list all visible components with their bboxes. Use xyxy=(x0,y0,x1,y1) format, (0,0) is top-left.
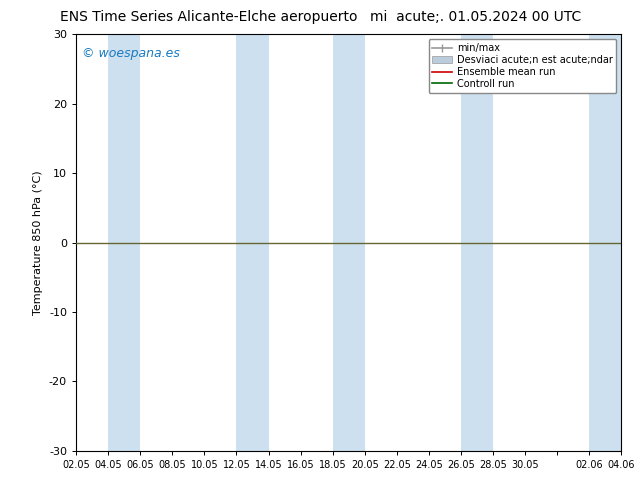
Bar xyxy=(236,34,269,451)
Bar xyxy=(333,34,365,451)
Legend: min/max, Desviaci acute;n est acute;ndar, Ensemble mean run, Controll run: min/max, Desviaci acute;n est acute;ndar… xyxy=(429,39,616,93)
Text: ENS Time Series Alicante-Elche aeropuerto: ENS Time Series Alicante-Elche aeropuert… xyxy=(60,10,358,24)
Bar xyxy=(461,34,493,451)
Bar xyxy=(589,34,621,451)
Text: mi  acute;. 01.05.2024 00 UTC: mi acute;. 01.05.2024 00 UTC xyxy=(370,10,581,24)
Bar xyxy=(108,34,140,451)
Text: © woespana.es: © woespana.es xyxy=(82,47,179,60)
Y-axis label: Temperature 850 hPa (°C): Temperature 850 hPa (°C) xyxy=(34,170,43,315)
